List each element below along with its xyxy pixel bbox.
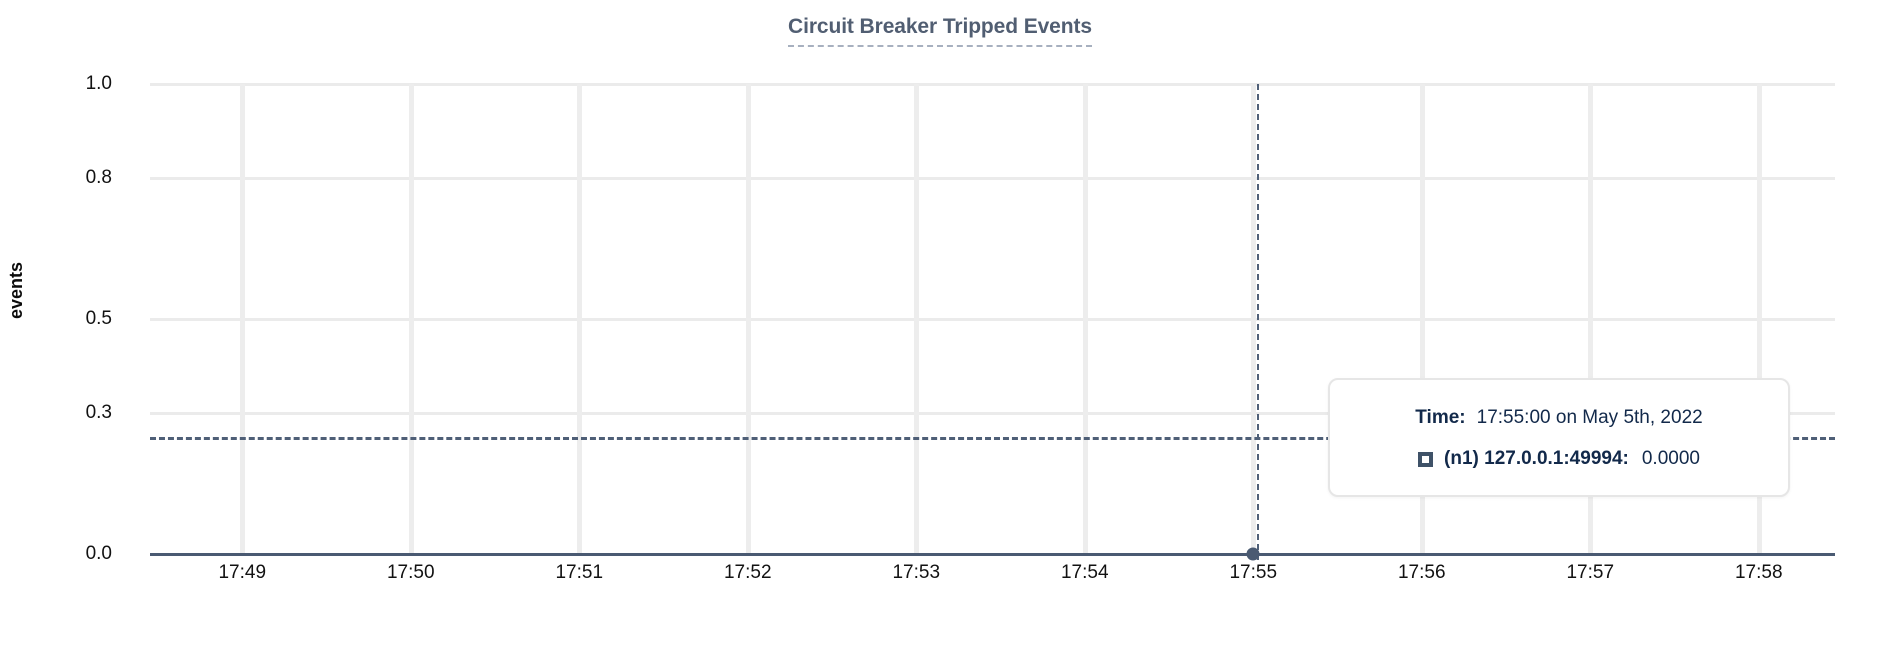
plot-area — [150, 83, 1835, 556]
tooltip-series-label: (n1) 127.0.0.1:49994: — [1444, 447, 1629, 469]
y-gridline — [150, 318, 1835, 321]
x-gridline — [1419, 84, 1425, 554]
series-line — [150, 553, 1835, 556]
y-tick-label: 0.3 — [85, 402, 112, 423]
x-gridline — [1251, 84, 1257, 554]
x-tick-label: 17:57 — [1566, 562, 1615, 583]
chart-tooltip: Time: 17:55:00 on May 5th, 2022 (n1) 127… — [1328, 378, 1790, 498]
crosshair-horizontal-line — [150, 436, 1835, 440]
tooltip-series-row: (n1) 127.0.0.1:49994: 0.0000 — [1330, 447, 1788, 472]
x-tick-label: 17:56 — [1397, 562, 1446, 583]
x-tick-label: 17:58 — [1734, 562, 1783, 583]
x-tick-label: 17:53 — [892, 562, 941, 583]
y-gridline — [150, 83, 1835, 86]
x-tick-label: 17:55 — [1229, 562, 1278, 583]
x-gridline — [1756, 84, 1762, 554]
y-tick-label: 0.0 — [85, 543, 112, 564]
y-axis-label: events — [6, 261, 26, 319]
square-marker-icon — [1418, 451, 1434, 467]
x-gridline — [914, 84, 920, 554]
tooltip-time-label: Time: — [1415, 407, 1466, 428]
x-tick-label: 17:52 — [723, 562, 772, 583]
tooltip-time-row: Time: 17:55:00 on May 5th, 2022 — [1330, 406, 1788, 447]
x-tick-label: 17:50 — [386, 562, 435, 583]
y-tick-label: 1.0 — [85, 73, 112, 94]
y-tick-label: 0.8 — [85, 167, 112, 188]
data-point-marker[interactable] — [1246, 547, 1260, 561]
x-gridline — [1588, 84, 1594, 554]
x-gridline — [240, 84, 246, 554]
x-tick-label: 17:54 — [1060, 562, 1109, 583]
x-gridline — [577, 84, 583, 554]
x-axis-ticks: 17:49 17:50 17:51 17:52 17:53 17:54 17:55 17:56… — [150, 562, 1835, 602]
y-axis-ticks: 1.0 0.8 0.5 0.3 0.0 — [0, 73, 150, 564]
chart-title-text: Circuit Breaker Tripped Events — [788, 14, 1092, 48]
tooltip-time-value: 17:55:00 on May 5th, 2022 — [1476, 407, 1703, 428]
crosshair-vertical-line — [1257, 84, 1260, 560]
x-tick-label: 17:49 — [218, 562, 267, 583]
chart-title: Circuit Breaker Tripped Events — [0, 14, 1880, 48]
x-gridline — [408, 84, 414, 554]
x-gridline — [745, 84, 751, 554]
x-gridline — [1082, 84, 1088, 554]
y-tick-label: 0.5 — [85, 308, 112, 329]
y-gridline — [150, 412, 1835, 415]
tooltip-series-value: 0.0000 — [1641, 447, 1700, 469]
x-tick-label: 17:51 — [555, 562, 604, 583]
y-gridline — [150, 177, 1835, 180]
